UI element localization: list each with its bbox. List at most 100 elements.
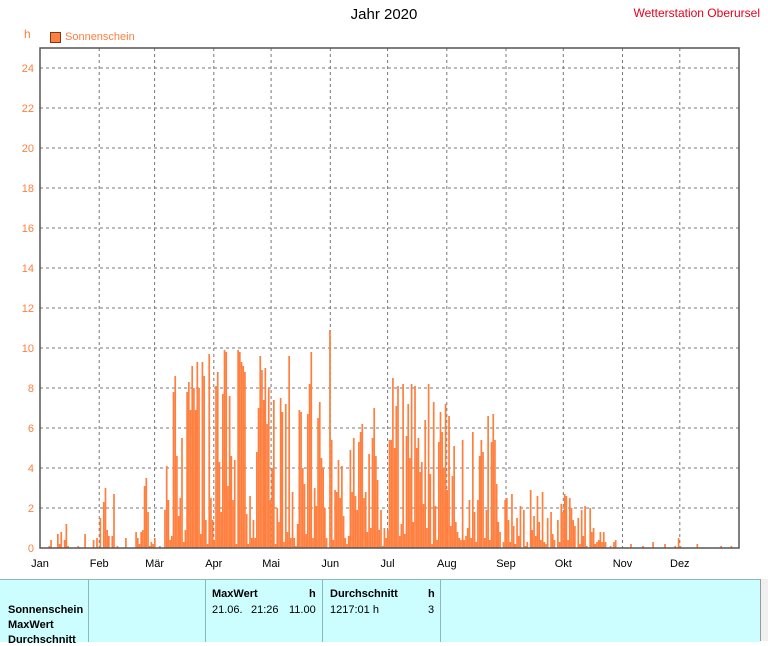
bar [562, 512, 564, 548]
bar [193, 388, 195, 548]
bar [339, 498, 342, 548]
bar [317, 418, 319, 548]
bar [344, 538, 347, 548]
bar [337, 460, 340, 548]
bar [48, 546, 51, 548]
bar [196, 362, 199, 548]
bar [431, 544, 433, 548]
bar [50, 540, 52, 548]
bar [92, 540, 95, 548]
bar [179, 498, 182, 548]
bar [454, 522, 457, 548]
bar [531, 530, 534, 548]
bar [541, 492, 544, 548]
bar [191, 366, 194, 548]
bar [349, 450, 352, 548]
bar [386, 530, 389, 548]
bar [592, 528, 595, 548]
x-tick-label: Sep [496, 558, 516, 570]
bar [439, 412, 442, 548]
bar [150, 542, 153, 548]
x-tick-label: Feb [90, 558, 109, 570]
bar [400, 524, 403, 548]
bar [172, 392, 175, 548]
bar [252, 520, 255, 548]
bar [390, 440, 393, 548]
row-label-durchschnitt: Durchschnitt [8, 634, 76, 646]
bar [664, 544, 666, 548]
bar [517, 536, 520, 548]
bar [366, 532, 369, 548]
bar [290, 538, 292, 548]
bar [429, 474, 432, 548]
bar [269, 500, 272, 548]
bar [300, 412, 302, 548]
bar [458, 538, 461, 548]
bar [470, 538, 472, 548]
bar [553, 540, 556, 548]
bar [591, 532, 593, 548]
bar [305, 534, 308, 548]
bar [342, 516, 345, 548]
x-tick-label: Jul [381, 558, 395, 570]
bar [495, 484, 498, 548]
bar [488, 540, 491, 548]
bar [420, 462, 423, 548]
bar [308, 384, 311, 548]
bar [514, 544, 517, 548]
bar [534, 536, 537, 548]
bar [596, 542, 598, 548]
bar [545, 544, 547, 548]
vertical-scrollbar[interactable] [760, 579, 768, 641]
bar [310, 352, 313, 548]
bar [244, 372, 246, 548]
bar [378, 530, 381, 548]
bar [288, 356, 291, 548]
bar [203, 376, 205, 548]
bar [347, 536, 350, 548]
bar [223, 350, 226, 548]
bar [201, 362, 204, 548]
bar [526, 542, 529, 548]
bar [446, 490, 449, 548]
maxwert-time: 21:26 [251, 604, 279, 616]
bar [468, 500, 471, 548]
bar [286, 532, 289, 548]
bar [249, 496, 251, 548]
bar [332, 540, 335, 548]
bar [512, 526, 515, 548]
bar [674, 546, 677, 548]
bar [403, 534, 406, 548]
bar [111, 536, 114, 548]
bar [487, 416, 489, 548]
bar [642, 546, 644, 548]
bar [351, 492, 353, 548]
x-tick-label: Jan [31, 558, 49, 570]
y-tick-label: 24 [22, 63, 34, 75]
bar [361, 424, 364, 548]
bar [293, 538, 296, 548]
bar [483, 538, 486, 548]
bar [417, 438, 420, 548]
bar [262, 400, 265, 548]
bar [215, 386, 217, 548]
bar [303, 484, 306, 548]
bar [274, 544, 277, 548]
bar [398, 536, 401, 548]
bar [579, 544, 581, 548]
bar [329, 330, 331, 548]
plot-frame [39, 47, 740, 549]
bar [497, 522, 500, 548]
bar [604, 542, 607, 548]
bar [267, 388, 270, 548]
bar [599, 532, 602, 548]
bar [322, 468, 325, 548]
durchschnitt-count: 3 [428, 604, 435, 616]
bar [533, 516, 535, 548]
bar [147, 512, 149, 548]
bar [60, 532, 63, 548]
bar [466, 528, 469, 548]
bar [567, 540, 569, 548]
bar [106, 530, 109, 548]
bar [538, 522, 541, 548]
